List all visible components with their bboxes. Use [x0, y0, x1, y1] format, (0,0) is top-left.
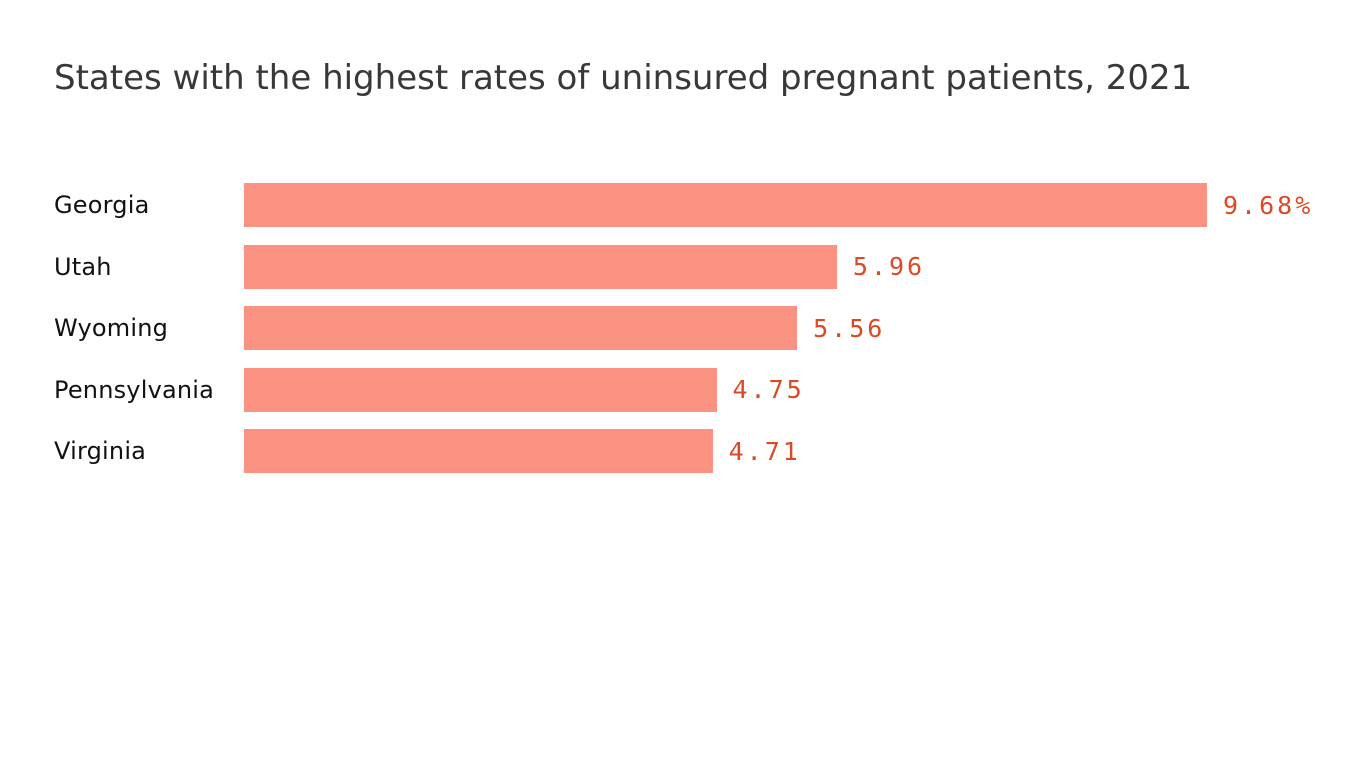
bar — [244, 306, 798, 350]
bar — [244, 367, 717, 412]
chart-title-line2: 2021 — [1105, 58, 1193, 98]
bar-value-label: 4.75 — [732, 375, 805, 404]
bar-value-label: 4.71 — [728, 436, 801, 466]
chart-row: Pennsylvania 4.75 — [54, 367, 1366, 412]
chart-row: Virginia 4.71 — [54, 429, 1366, 473]
chart-title-line1: States with the highest rates of uninsur… — [54, 58, 1095, 98]
bar-value-label: 9.68% — [1223, 190, 1314, 220]
bar — [244, 244, 837, 289]
bar-label: Virginia — [54, 437, 147, 465]
bar-label: Wyoming — [54, 314, 169, 342]
chart-row: Utah 5.96 — [54, 244, 1366, 289]
bar-chart: Georgia 9.68% Utah 5.96 Wyoming 5.56 Pen… — [54, 183, 1366, 491]
chart-row: Georgia 9.68% — [54, 183, 1366, 227]
bar — [244, 429, 713, 473]
bar-label: Pennsylvania — [54, 375, 215, 404]
chart-row: Wyoming 5.56 — [54, 306, 1366, 350]
bar-value-label: 5.56 — [813, 313, 886, 343]
chart-title: States with the highest rates of uninsur… — [54, 50, 1314, 107]
bar-label: Georgia — [54, 191, 150, 219]
bar-value-label: 5.96 — [852, 252, 926, 281]
bar — [244, 183, 1207, 227]
bar-label: Utah — [54, 252, 112, 281]
